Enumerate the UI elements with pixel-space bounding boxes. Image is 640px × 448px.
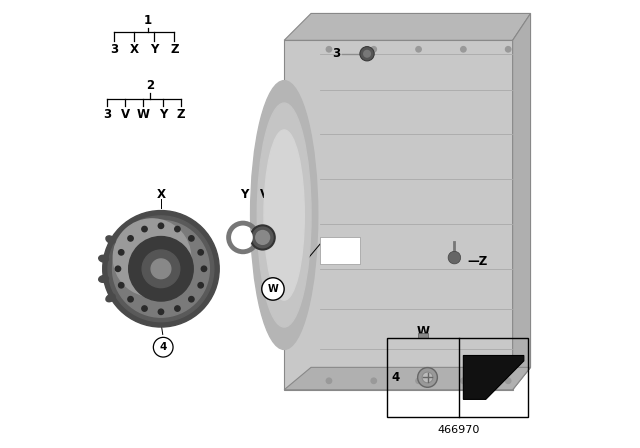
Circle shape <box>360 47 374 61</box>
Text: W: W <box>417 325 429 338</box>
Text: 4: 4 <box>159 342 167 352</box>
Circle shape <box>113 219 191 296</box>
Text: 2: 2 <box>146 78 154 92</box>
Circle shape <box>118 250 124 255</box>
Polygon shape <box>513 13 531 390</box>
Circle shape <box>175 306 180 311</box>
Ellipse shape <box>251 81 318 349</box>
Polygon shape <box>463 356 524 400</box>
Ellipse shape <box>416 378 421 383</box>
Circle shape <box>158 223 164 228</box>
Circle shape <box>128 236 133 241</box>
Bar <box>320 237 360 264</box>
Polygon shape <box>284 13 531 40</box>
Circle shape <box>233 228 253 247</box>
Text: X: X <box>129 43 139 56</box>
Circle shape <box>115 266 121 271</box>
Circle shape <box>128 297 133 302</box>
Circle shape <box>108 216 214 322</box>
Circle shape <box>363 50 371 58</box>
Ellipse shape <box>371 47 376 52</box>
Polygon shape <box>284 40 513 390</box>
Ellipse shape <box>506 47 511 52</box>
Text: 3: 3 <box>110 43 118 56</box>
Circle shape <box>154 337 173 357</box>
Text: V: V <box>120 108 130 121</box>
Circle shape <box>129 237 193 301</box>
Circle shape <box>102 211 219 327</box>
Text: 1: 1 <box>143 13 152 27</box>
Text: X: X <box>156 188 166 202</box>
Text: 3: 3 <box>332 47 340 60</box>
Circle shape <box>189 297 194 302</box>
Circle shape <box>142 226 147 232</box>
Circle shape <box>448 251 461 264</box>
Polygon shape <box>284 367 531 390</box>
Ellipse shape <box>106 294 115 302</box>
Ellipse shape <box>461 47 466 52</box>
Ellipse shape <box>371 378 376 383</box>
Circle shape <box>251 225 275 250</box>
Ellipse shape <box>506 378 511 383</box>
Ellipse shape <box>326 47 332 52</box>
Circle shape <box>158 309 164 314</box>
Ellipse shape <box>416 47 421 52</box>
Text: Y: Y <box>150 43 159 56</box>
Text: Y: Y <box>159 108 168 121</box>
Text: Z: Z <box>177 108 186 121</box>
Ellipse shape <box>326 378 332 383</box>
Text: 4: 4 <box>392 371 400 384</box>
Circle shape <box>175 226 180 232</box>
Ellipse shape <box>264 130 305 300</box>
Ellipse shape <box>99 276 109 282</box>
Text: Z: Z <box>170 43 179 56</box>
Ellipse shape <box>461 378 466 383</box>
Ellipse shape <box>99 255 109 262</box>
Circle shape <box>142 306 147 311</box>
Text: V: V <box>259 188 269 202</box>
Circle shape <box>118 283 124 288</box>
Circle shape <box>422 372 433 383</box>
Circle shape <box>198 250 204 255</box>
Text: Y: Y <box>239 188 248 202</box>
Circle shape <box>113 220 209 317</box>
Text: 3: 3 <box>103 108 111 121</box>
Text: W: W <box>268 284 278 294</box>
Circle shape <box>202 266 207 271</box>
Circle shape <box>151 259 171 279</box>
Text: —Z: —Z <box>468 254 488 268</box>
Circle shape <box>198 283 204 288</box>
Circle shape <box>418 367 437 387</box>
Bar <box>418 333 428 338</box>
Circle shape <box>142 250 180 288</box>
Ellipse shape <box>257 103 311 327</box>
Circle shape <box>189 236 194 241</box>
Ellipse shape <box>106 236 115 244</box>
Text: W: W <box>136 108 150 121</box>
Circle shape <box>255 230 270 245</box>
Bar <box>387 338 529 417</box>
Circle shape <box>262 278 284 300</box>
Text: 466970: 466970 <box>438 426 480 435</box>
